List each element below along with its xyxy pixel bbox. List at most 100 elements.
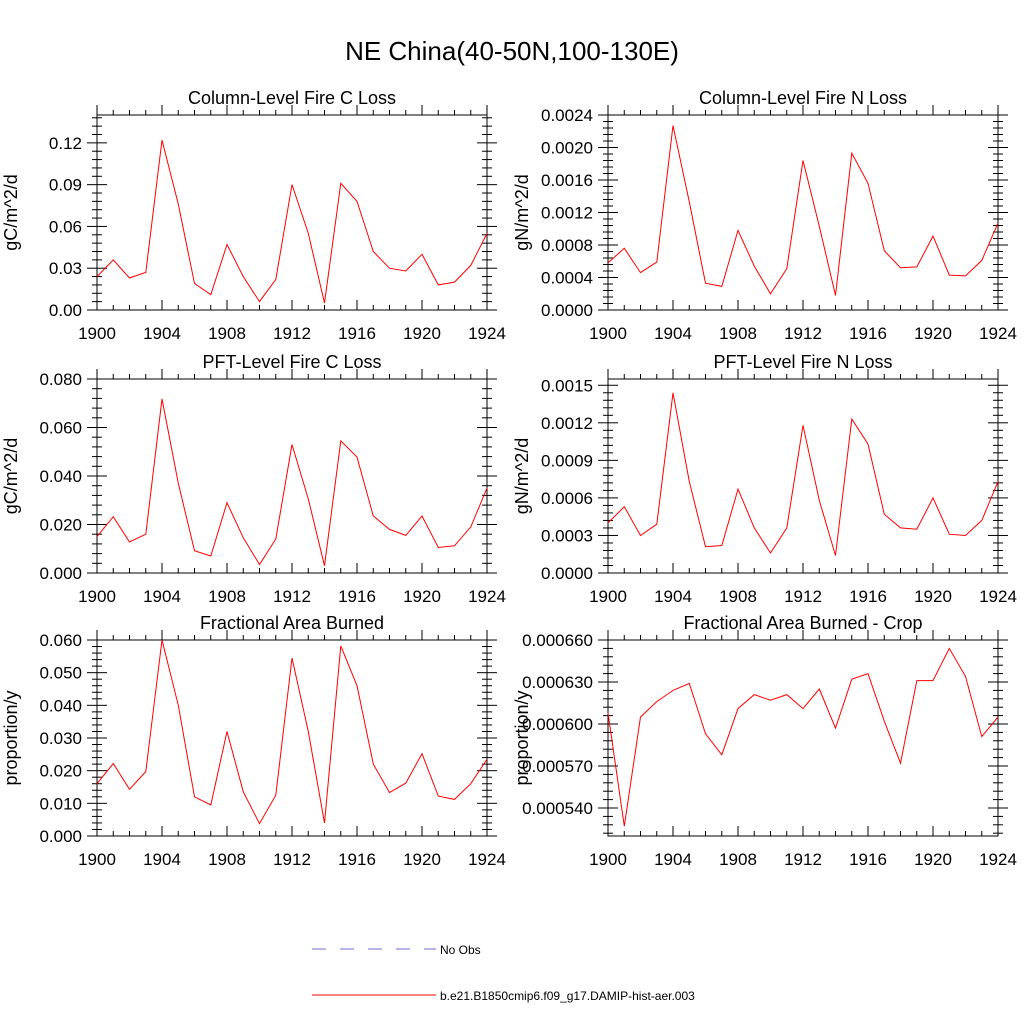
legend-label-model: b.e21.B1850cmip6.f09_g17.DAMIP-hist-aer.… [440, 989, 695, 1003]
x-tick-label: 1924 [979, 324, 1017, 343]
plot-frame [607, 114, 999, 311]
x-tick-label: 1900 [78, 850, 116, 869]
chart-panel: 1900 1904 1908 1912 1916 1920 1924 0.000 0.020 0.… [1, 352, 506, 606]
y-tick-label: 0.0006 [541, 489, 593, 508]
plot-frame [607, 378, 999, 574]
y-tick-label: 0.0012 [541, 414, 593, 433]
x-tick-label: 1920 [403, 850, 441, 869]
y-axis-label: gC/m^2/d [1, 174, 21, 250]
y-tick-label: 0.000570 [522, 757, 593, 776]
legend-label-obs: No Obs [440, 943, 481, 957]
x-tick-label: 1904 [654, 324, 692, 343]
y-tick-label: 0.000600 [522, 715, 593, 734]
y-axis-label: gN/m^2/d [512, 174, 532, 250]
panel-title: PFT-Level Fire N Loss [713, 352, 892, 372]
y-tick-label: 0.080 [39, 370, 82, 389]
y-tick-label: 0.03 [49, 259, 82, 278]
plot-frame [607, 639, 999, 837]
x-tick-label: 1916 [338, 587, 376, 606]
y-axis-label: proportion/y [512, 690, 532, 785]
x-tick-label: 1908 [719, 850, 757, 869]
y-tick-label: 0.0003 [541, 526, 593, 545]
y-tick-label: 0.020 [39, 762, 82, 781]
y-tick-label: 0.010 [39, 794, 82, 813]
y-tick-label: 0.040 [39, 467, 82, 486]
panel-title: PFT-Level Fire C Loss [202, 352, 381, 372]
y-tick-label: 0.0004 [541, 269, 593, 288]
chart-panel: 1900 1904 1908 1912 1916 1920 1924 0.0000 0.0003… [512, 352, 1017, 606]
y-tick-label: 0.020 [39, 516, 82, 535]
x-tick-label: 1908 [208, 587, 246, 606]
y-tick-label: 0.0012 [541, 204, 593, 223]
x-tick-label: 1900 [589, 587, 627, 606]
panel-title: Fractional Area Burned - Crop [683, 613, 922, 633]
plot-frame [96, 639, 488, 837]
chart-panel: 1900 1904 1908 1912 1916 1920 1924 0.000 0.010 0.… [1, 613, 506, 869]
y-tick-label: 0.0008 [541, 236, 593, 255]
x-tick-label: 1924 [979, 587, 1017, 606]
x-tick-label: 1924 [468, 587, 506, 606]
y-tick-label: 0.000540 [522, 799, 593, 818]
chart-panel: 1900 1904 1908 1912 1916 1920 1924 0.0000 0.0004… [512, 88, 1017, 343]
legend: No Obs b.e21.B1850cmip6.f09_g17.DAMIP-his… [312, 943, 695, 1003]
x-tick-label: 1916 [849, 850, 887, 869]
x-tick-label: 1924 [468, 850, 506, 869]
y-tick-label: 0.000 [39, 827, 82, 846]
x-tick-label: 1916 [338, 324, 376, 343]
y-tick-label: 0.050 [39, 664, 82, 683]
x-tick-label: 1924 [979, 850, 1017, 869]
chart-panel: 1900 1904 1908 1912 1916 1920 1924 0.00 0.03 0.06… [1, 88, 506, 343]
x-tick-label: 1900 [589, 850, 627, 869]
x-tick-label: 1920 [403, 324, 441, 343]
x-tick-label: 1920 [914, 587, 952, 606]
chart-panel: 1900 1904 1908 1912 1916 1920 1924 0.000540 0.00… [512, 613, 1017, 869]
x-tick-label: 1912 [784, 850, 822, 869]
x-tick-label: 1900 [78, 324, 116, 343]
panel-title: Column-Level Fire C Loss [188, 88, 396, 108]
x-tick-label: 1900 [78, 587, 116, 606]
x-tick-label: 1912 [273, 587, 311, 606]
y-tick-label: 0.000630 [522, 673, 593, 692]
y-tick-label: 0.040 [39, 696, 82, 715]
y-tick-label: 0.09 [49, 176, 82, 195]
series-line [607, 647, 999, 827]
x-tick-label: 1912 [784, 324, 822, 343]
y-tick-label: 0.000 [39, 564, 82, 583]
x-tick-label: 1912 [273, 324, 311, 343]
x-tick-label: 1904 [654, 850, 692, 869]
y-tick-label: 0.030 [39, 729, 82, 748]
y-tick-label: 0.06 [49, 217, 82, 236]
x-tick-label: 1924 [468, 324, 506, 343]
series-line [607, 125, 999, 296]
y-tick-label: 0.0009 [541, 451, 593, 470]
y-axis-label: proportion/y [1, 690, 21, 785]
x-tick-label: 1916 [849, 587, 887, 606]
y-tick-label: 0.0020 [541, 139, 593, 158]
series-line [96, 398, 488, 566]
x-tick-label: 1908 [208, 850, 246, 869]
panel-title: Fractional Area Burned [200, 613, 384, 633]
series-line [96, 139, 488, 304]
x-tick-label: 1916 [849, 324, 887, 343]
series-line [607, 392, 999, 556]
x-tick-label: 1920 [914, 324, 952, 343]
x-tick-label: 1908 [719, 587, 757, 606]
y-tick-label: 0.0015 [541, 376, 593, 395]
figure-title: NE China(40-50N,100-130E) [345, 36, 679, 66]
y-tick-label: 0.060 [39, 419, 82, 438]
x-tick-label: 1920 [914, 850, 952, 869]
series-line [96, 639, 488, 825]
y-tick-label: 0.12 [49, 134, 82, 153]
y-axis-label: gN/m^2/d [512, 438, 532, 514]
x-tick-label: 1904 [143, 587, 181, 606]
y-tick-label: 0.060 [39, 631, 82, 650]
y-tick-label: 0.00 [49, 301, 82, 320]
x-tick-label: 1908 [208, 324, 246, 343]
x-tick-label: 1900 [589, 324, 627, 343]
plot-frame [96, 378, 488, 574]
y-axis-label: gC/m^2/d [1, 438, 21, 514]
x-tick-label: 1916 [338, 850, 376, 869]
x-tick-label: 1908 [719, 324, 757, 343]
x-tick-label: 1912 [784, 587, 822, 606]
y-tick-label: 0.0016 [541, 171, 593, 190]
